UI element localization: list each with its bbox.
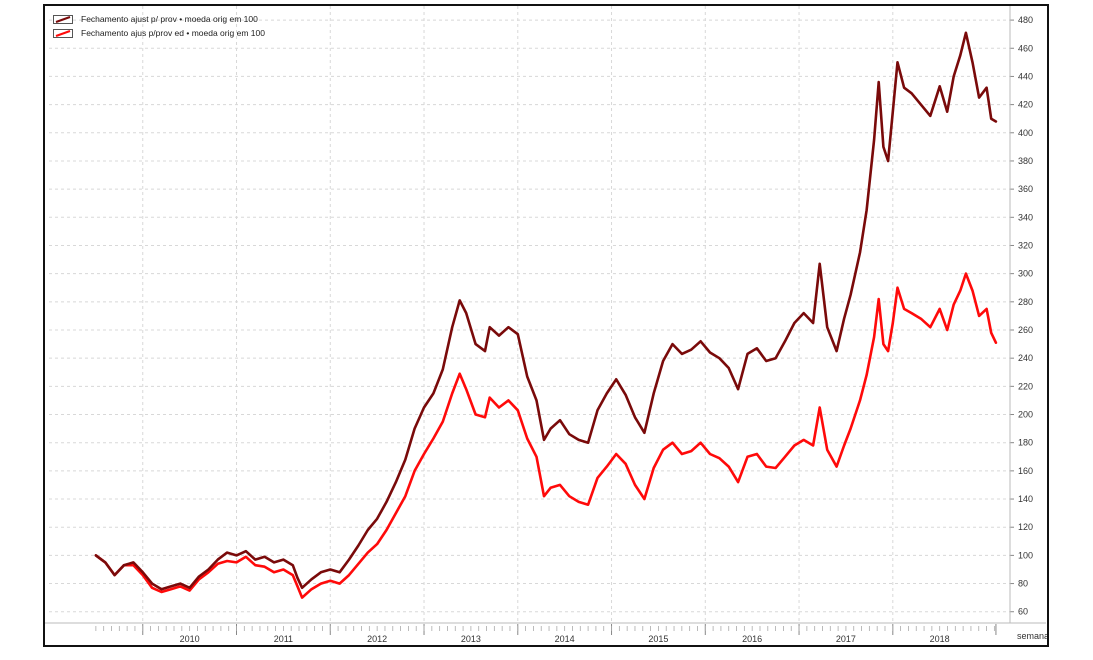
x-year-label: 2011 <box>274 634 293 644</box>
x-year-label: 2017 <box>836 634 856 644</box>
y-tick-label: 260 <box>1018 325 1033 335</box>
x-axis-label: semana <box>1017 631 1047 641</box>
legend-label-series-1: Fechamento ajust p/ prov • moeda orig em… <box>81 14 258 24</box>
y-tick-label: 300 <box>1018 269 1033 279</box>
y-tick-label: 340 <box>1018 212 1033 222</box>
y-tick-label: 200 <box>1018 410 1033 420</box>
y-tick-label: 360 <box>1018 184 1033 194</box>
x-year-label: 2015 <box>648 634 668 644</box>
legend-label-series-2: Fechamento ajus p/prov ed • moeda orig e… <box>81 28 265 38</box>
x-year-label: 2010 <box>180 634 200 644</box>
y-tick-label: 120 <box>1018 522 1033 532</box>
y-tick-label: 80 <box>1018 579 1028 589</box>
legend-item-series-1: Fechamento ajust p/ prov • moeda orig em… <box>53 12 265 26</box>
y-tick-label: 100 <box>1018 550 1033 560</box>
y-tick-label: 160 <box>1018 466 1033 476</box>
y-tick-label: 180 <box>1018 438 1033 448</box>
series-line-red <box>94 272 998 599</box>
y-tick-label: 380 <box>1018 156 1033 166</box>
y-tick-label: 220 <box>1018 381 1033 391</box>
legend-swatch-red <box>53 28 73 38</box>
y-tick-label: 460 <box>1018 43 1033 53</box>
y-tick-label: 440 <box>1018 71 1033 81</box>
y-tick-label: 240 <box>1018 353 1033 363</box>
y-tick-label: 320 <box>1018 240 1033 250</box>
legend-item-series-2: Fechamento ajus p/prov ed • moeda orig e… <box>53 26 265 40</box>
x-year-label: 2012 <box>367 634 387 644</box>
legend-swatch-dark-red <box>53 14 73 24</box>
y-tick-label: 140 <box>1018 494 1033 504</box>
series-line-dark-red <box>94 31 998 591</box>
y-tick-label: 400 <box>1018 128 1033 138</box>
x-year-label: 2013 <box>461 634 481 644</box>
y-tick-label: 480 <box>1018 15 1033 25</box>
y-tick-label: 60 <box>1018 607 1028 617</box>
chart-frame: 60 80 100 120 140 160 180 200 220 240 260 280 300 320… <box>43 4 1049 647</box>
line-chart: 60 80 100 120 140 160 180 200 220 240 260 280 300 320… <box>45 6 1047 644</box>
y-tick-label: 420 <box>1018 100 1033 110</box>
y-tick-label: 280 <box>1018 297 1033 307</box>
legend: Fechamento ajust p/ prov • moeda orig em… <box>53 12 265 40</box>
x-year-label: 2018 <box>930 634 950 644</box>
x-year-label: 2016 <box>742 634 762 644</box>
x-year-label: 2014 <box>555 634 575 644</box>
